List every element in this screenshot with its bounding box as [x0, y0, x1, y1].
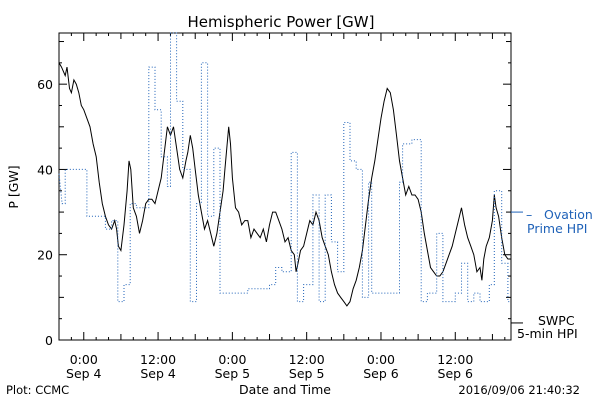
legend-ovation-dash: – — [526, 207, 532, 222]
series-line-swpc — [58, 62, 511, 307]
footer-timestamp: 2016/09/06 21:40:32 — [458, 383, 580, 397]
legend-swpc-line1: SWPC — [538, 313, 575, 328]
series-line-ovation — [58, 32, 511, 303]
x-tick-date-label: Sep 6 — [363, 366, 399, 381]
y-tick-label: 40 — [37, 162, 53, 177]
x-tick-time-label: 12:00 — [289, 352, 325, 367]
x-tick-date-label: Sep 5 — [215, 366, 251, 381]
x-tick-date-label: Sep 5 — [289, 366, 325, 381]
legend-swpc-line2: 5-min HPI — [517, 326, 578, 341]
y-tick-label: 60 — [37, 77, 53, 92]
y-tick-label: 0 — [45, 333, 53, 348]
x-tick-time-label: 0:00 — [218, 352, 246, 367]
x-tick-date-label: Sep 6 — [438, 366, 474, 381]
legend-ovation-line1: Ovation — [544, 207, 593, 222]
x-tick-time-label: 0:00 — [70, 352, 98, 367]
x-tick-date-label: Sep 4 — [140, 366, 176, 381]
legend-ovation-line2: Prime HPI — [527, 221, 587, 236]
y-axis-label: P [GW] — [6, 165, 21, 208]
chart-title: Hemispheric Power [GW] — [188, 13, 375, 31]
x-tick-time-label: 12:00 — [437, 352, 473, 367]
value-markers — [511, 211, 523, 324]
series-layer — [58, 32, 511, 307]
plot-frame — [58, 32, 512, 341]
footer-credit: Plot: CCMC — [6, 383, 69, 397]
y-axis: 0 20 40 60 — [37, 41, 511, 348]
x-tick-date-label: Sep 4 — [66, 366, 102, 381]
y-tick-label: 20 — [37, 248, 53, 263]
x-tick-time-label: 12:00 — [140, 352, 176, 367]
x-axis-label: Date and Time — [239, 382, 331, 397]
x-tick-time-label: 0:00 — [367, 352, 395, 367]
